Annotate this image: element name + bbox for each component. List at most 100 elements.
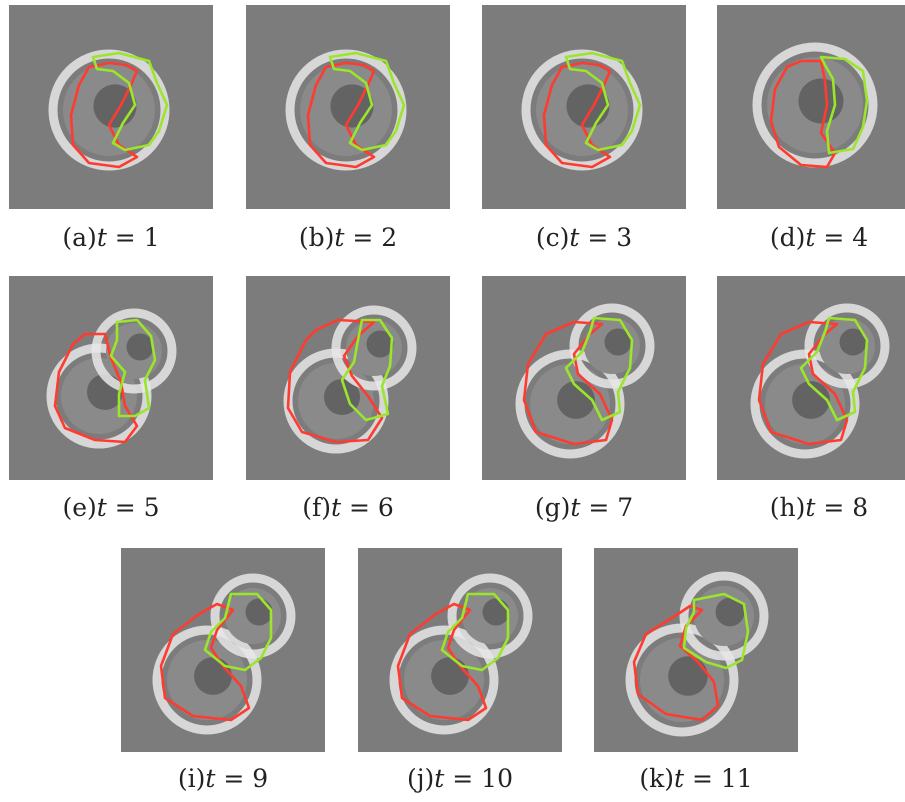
t-variable: t [96,223,107,252]
t-variable: t [570,493,581,522]
panel-label: (e) [62,493,97,522]
t-value: = 6 [341,493,394,522]
cell-halo [152,625,262,735]
panel-t2 [246,5,450,209]
cell-halo [91,308,177,394]
cell-nucleus [126,333,154,361]
panel-label: (f) [302,493,331,522]
cell-nucleus [431,657,469,695]
cell-nucleus [715,597,745,627]
caption-t11: (k)t = 11 [594,764,798,793]
green-contour [564,51,642,152]
green-contour [819,55,869,155]
t-value: = 8 [815,493,869,522]
caption-t7: (g)t = 7 [482,493,686,522]
green-contour [203,592,273,672]
cell-nucleus [798,78,844,124]
cell-nucleus [792,381,830,419]
t-variable: t [330,493,342,522]
cell-halo [331,305,417,391]
panel-t3 [482,5,686,209]
cell-halo [569,303,655,389]
red-contour [53,332,139,444]
cell-halo [447,573,533,659]
t-variable: t [805,223,816,252]
green-contour [328,51,406,152]
green-contour [109,318,157,418]
cell-image [717,276,905,480]
cell-halo [804,303,890,389]
cell-nucleus [194,657,232,695]
caption-t9: (i)t = 9 [121,764,325,793]
panel-t7 [482,276,686,480]
caption-t10: (j)t = 10 [358,764,562,793]
green-contour [440,592,510,672]
cell-nucleus [839,328,867,356]
cell-nucleus [482,598,510,626]
red-contour [159,602,251,722]
panel-t10 [358,548,562,752]
t-variable: t [205,764,216,793]
green-contour [340,318,394,422]
caption-t6: (f)t = 6 [246,493,450,522]
t-value: = 10 [444,764,513,793]
panel-t5 [9,276,213,480]
t-variable: t [334,223,345,252]
cell-image [594,548,798,752]
t-value: = 7 [580,493,634,522]
cell-halo [752,42,878,168]
t-value: = 5 [106,493,160,522]
panel-t4 [717,5,905,209]
caption-t4: (d)t = 4 [717,223,905,252]
t-variable: t [96,493,107,522]
panel-label: (a) [62,223,97,252]
panel-label: (j) [407,764,435,793]
red-contour [396,602,488,722]
cell-image [482,276,686,480]
red-contour [522,320,614,446]
red-contour [632,604,720,722]
caption-t8: (h)t = 8 [717,493,905,522]
panel-label: (c) [535,223,570,252]
cell-nucleus [604,328,632,356]
cell-image [121,548,325,752]
t-variable: t [569,223,580,252]
cell-nucleus [366,330,394,358]
panel-label: (h) [769,493,806,522]
t-value: = 1 [106,223,160,252]
cell-image [9,5,213,209]
t-variable: t [434,764,445,793]
panel-label: (g) [534,493,571,522]
panel-t8 [717,276,905,480]
t-value: = 11 [684,764,753,793]
panel-label: (d) [769,223,806,252]
t-value: = 9 [215,764,269,793]
caption-t2: (b)t = 2 [246,223,450,252]
cell-nucleus [245,598,273,626]
red-contour [757,320,849,446]
panel-label: (b) [298,223,335,252]
t-variable: t [673,764,685,793]
green-contour [91,51,169,152]
cell-halo [389,625,499,735]
green-contour [799,316,869,422]
cell-nucleus [668,656,708,696]
t-value: = 4 [815,223,869,252]
cell-image [358,548,562,752]
cell-image [246,5,450,209]
green-contour [564,316,634,422]
red-contour [286,318,384,444]
cell-nucleus [557,381,595,419]
panel-t11 [594,548,798,752]
panel-t9 [121,548,325,752]
cell-halo [210,573,296,659]
cell-image [9,276,213,480]
panel-t1 [9,5,213,209]
t-variable: t [805,493,816,522]
panel-label: (i) [177,764,206,793]
panel-label: (k) [639,764,674,793]
caption-t3: (c)t = 3 [482,223,686,252]
caption-t5: (e)t = 5 [9,493,213,522]
caption-t1: (a)t = 1 [9,223,213,252]
green-contour [682,592,750,670]
